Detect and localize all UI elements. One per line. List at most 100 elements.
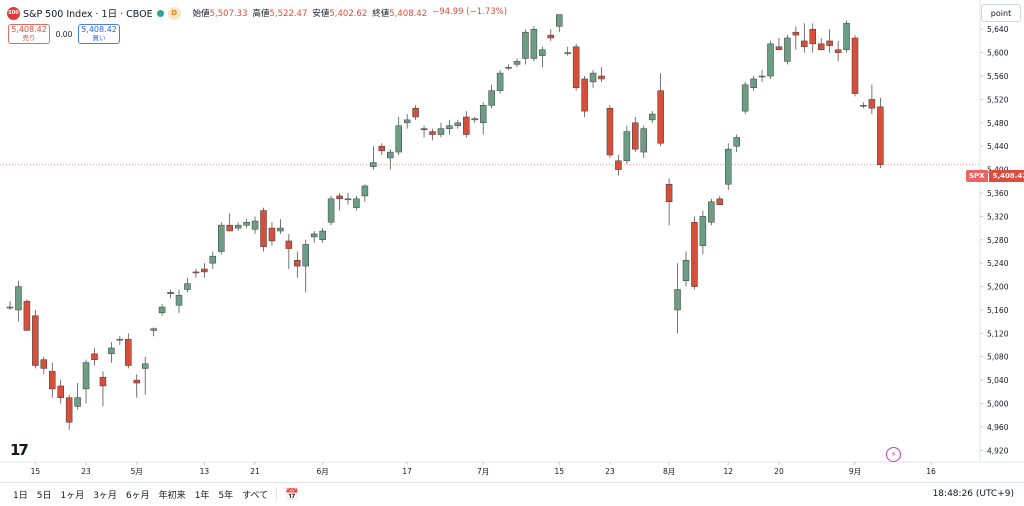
candle[interactable] xyxy=(141,356,149,395)
candle[interactable] xyxy=(682,251,690,287)
candle[interactable] xyxy=(446,119,453,135)
candle[interactable] xyxy=(615,154,622,176)
candle[interactable] xyxy=(361,184,369,202)
candle[interactable] xyxy=(91,347,98,366)
candle[interactable] xyxy=(429,128,436,141)
lightning-icon[interactable]: ⚡ xyxy=(886,447,901,462)
candle[interactable] xyxy=(150,327,157,337)
candle[interactable] xyxy=(775,38,783,50)
candle[interactable] xyxy=(708,198,715,226)
candle[interactable] xyxy=(437,122,445,138)
candle[interactable] xyxy=(234,222,242,231)
candle[interactable] xyxy=(513,58,521,68)
candle[interactable] xyxy=(226,213,233,232)
candle[interactable] xyxy=(606,105,614,158)
candle[interactable] xyxy=(243,219,250,229)
candle[interactable] xyxy=(801,23,808,53)
candle[interactable] xyxy=(556,14,563,33)
candle[interactable] xyxy=(471,116,478,123)
candle[interactable] xyxy=(767,40,774,79)
candle[interactable] xyxy=(192,269,200,278)
candle[interactable] xyxy=(792,26,800,50)
candle[interactable] xyxy=(125,333,132,369)
candle[interactable] xyxy=(496,70,504,94)
candle[interactable] xyxy=(733,134,740,153)
candle[interactable] xyxy=(623,125,631,164)
candle[interactable] xyxy=(6,301,14,310)
candle[interactable] xyxy=(65,394,73,430)
candle[interactable] xyxy=(581,76,588,117)
candle[interactable] xyxy=(218,222,225,255)
candle[interactable] xyxy=(310,231,318,243)
candle[interactable] xyxy=(108,342,115,363)
candle[interactable] xyxy=(23,299,31,331)
period-all[interactable]: すべて xyxy=(242,490,269,501)
candle[interactable] xyxy=(657,73,664,147)
candle[interactable] xyxy=(40,356,48,375)
candle[interactable] xyxy=(336,192,343,211)
candle[interactable] xyxy=(268,222,276,246)
candle[interactable] xyxy=(784,35,791,65)
period-5d[interactable]: 5日 xyxy=(36,490,52,501)
candle[interactable] xyxy=(699,210,707,255)
candle[interactable] xyxy=(57,380,64,404)
candle[interactable] xyxy=(632,116,639,153)
candle[interactable] xyxy=(530,26,538,62)
candle[interactable] xyxy=(665,178,673,226)
candle[interactable] xyxy=(167,289,174,299)
candle[interactable] xyxy=(158,304,166,316)
candle[interactable] xyxy=(877,97,884,169)
candle[interactable] xyxy=(809,23,816,53)
candle[interactable] xyxy=(175,289,183,313)
candle[interactable] xyxy=(99,371,107,407)
clock-time[interactable]: 18:48:26 (UTC+9) xyxy=(932,489,1014,499)
candle[interactable] xyxy=(302,239,309,293)
candle[interactable] xyxy=(488,84,495,109)
candle[interactable] xyxy=(395,116,402,155)
candle[interactable] xyxy=(260,207,267,252)
candle[interactable] xyxy=(201,263,208,278)
candle[interactable] xyxy=(412,105,419,120)
candle[interactable] xyxy=(74,383,81,410)
candle[interactable] xyxy=(640,125,647,158)
price-scale-unit-button[interactable]: point xyxy=(981,4,1021,22)
candle[interactable] xyxy=(353,195,360,211)
candle[interactable] xyxy=(589,70,597,88)
candle[interactable] xyxy=(750,76,757,91)
candle[interactable] xyxy=(463,111,470,138)
candle[interactable] xyxy=(49,362,56,398)
buy-button[interactable]: 5,408.42 買い xyxy=(78,24,120,44)
data-delayed-badge[interactable]: D xyxy=(167,6,181,20)
candle[interactable] xyxy=(843,20,850,53)
candle[interactable] xyxy=(716,195,724,205)
candle[interactable] xyxy=(370,146,377,170)
candle[interactable] xyxy=(834,40,842,62)
candle[interactable] xyxy=(479,102,487,135)
candle[interactable] xyxy=(133,374,140,398)
candle[interactable] xyxy=(32,309,39,369)
period-1d[interactable]: 1日 xyxy=(13,490,28,501)
candle[interactable] xyxy=(505,64,512,71)
candle[interactable] xyxy=(817,38,825,50)
candle[interactable] xyxy=(826,29,833,53)
candle[interactable] xyxy=(420,125,428,138)
candle[interactable] xyxy=(327,195,335,226)
period-3m[interactable]: 3ヶ月 xyxy=(93,490,117,501)
candle[interactable] xyxy=(209,251,217,270)
candle[interactable] xyxy=(860,102,867,109)
candle[interactable] xyxy=(539,46,546,68)
candle[interactable] xyxy=(572,43,580,91)
candle[interactable] xyxy=(15,280,22,322)
candle[interactable] xyxy=(598,67,605,82)
calendar-range-icon[interactable]: 📅 xyxy=(285,487,299,501)
candle[interactable] xyxy=(294,251,301,278)
symbol-title[interactable]: S&P 500 Index · 1日 · CBOE xyxy=(23,9,153,20)
candle[interactable] xyxy=(277,219,284,234)
candle[interactable] xyxy=(319,228,326,243)
candle[interactable] xyxy=(741,81,749,115)
candle[interactable] xyxy=(648,111,656,123)
candle[interactable] xyxy=(387,149,394,170)
period-1m[interactable]: 1ヶ月 xyxy=(60,490,85,501)
candle[interactable] xyxy=(82,359,90,404)
